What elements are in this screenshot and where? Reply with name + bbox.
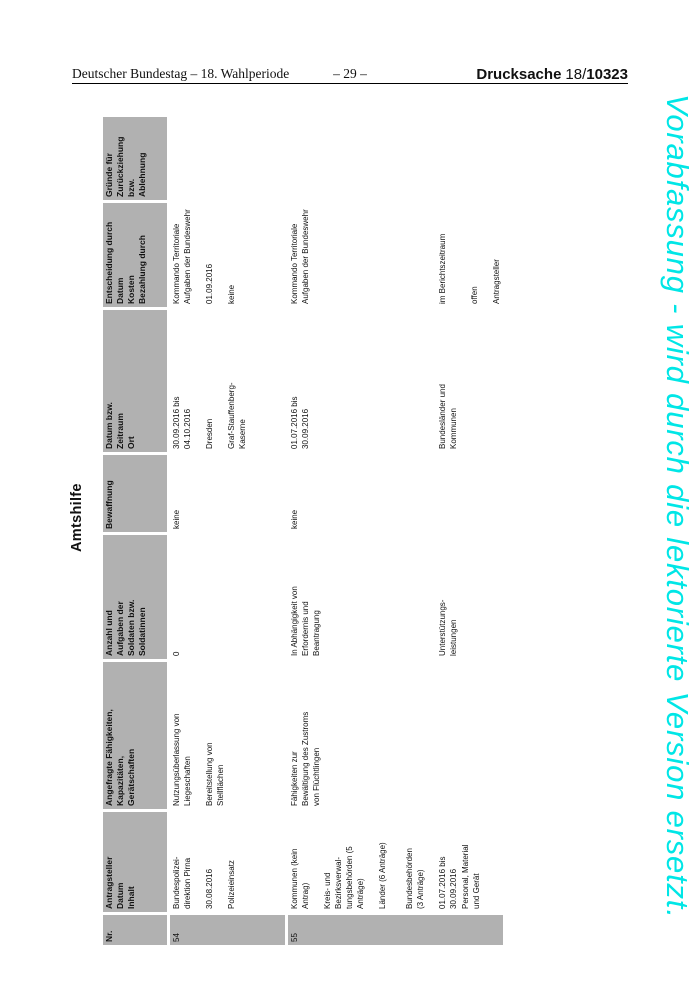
table-text: Bereitstellung von Stellflächen	[205, 742, 225, 806]
cell-54-zeitraum: 30.09.2016 bis 04.10.2016 Dresden Graf-Stau…	[170, 310, 285, 452]
table-text: offen	[470, 286, 479, 304]
table-text: Graf-Stauffenberg- Kaserne	[227, 382, 247, 449]
header-cell-entscheidung: Entscheidung durch Datum Kosten Bezahlung d…	[103, 203, 167, 307]
table-text: keine	[172, 509, 181, 529]
page-number: – 29 –	[333, 66, 367, 81]
table-text: 55	[290, 933, 299, 942]
drucksache-session: 18/	[565, 66, 587, 83]
amtshilfe-table: Nr. Antragsteller Datum Inhalt Angefragte Fä…	[103, 117, 503, 945]
cell-54-antragsteller: Bundespolizei-direktion Pirna 30.08.2016 P…	[170, 812, 285, 912]
cell-54-anzahl: 0	[170, 535, 285, 659]
table-title: Amtshilfe	[69, 483, 85, 552]
cell-55-faehigkeiten: Fähigkeiten zur Bewältigung des Zustroms v…	[288, 662, 503, 809]
table-text: keine	[227, 284, 236, 304]
table-text: 30.09.2016 bis 04.10.2016	[172, 396, 192, 450]
header-cell-nr: Nr.	[103, 915, 167, 945]
cell-55-bewaffnung: keine	[288, 455, 503, 532]
table-text: Bundesländer und Kommunen	[438, 384, 458, 449]
cell-55-nr: 55	[288, 915, 503, 945]
table-text: Gründe für Zurückziehung bzw. Ablehnung	[104, 136, 147, 197]
header-cell-zeitraum: Datum bzw. Zeitraum Ort	[103, 310, 167, 452]
cell-54-faehigkeiten: Nutzungsüberlassung von Liegeschaften Bere…	[170, 662, 285, 809]
table-text: Anzahl und Aufgaben der Soldaten bzw. Solda…	[104, 599, 147, 656]
table-text: 01.07.2016 bis 30.09.2016	[290, 396, 310, 450]
drucksache-number: 10323	[586, 66, 628, 83]
header-cell-bewaffnung: Bewaffnung	[103, 455, 167, 532]
cell-55-anzahl: In Abhängigkeit von Erfordernis und Beantr…	[288, 535, 503, 659]
table-text: 01.07.2016 bis 30.09.2016	[438, 856, 458, 910]
table-text: Antragsteller	[492, 259, 501, 304]
header-cell-anzahl: Anzahl und Aufgaben der Soldaten bzw. Solda…	[103, 535, 167, 659]
header-rule	[72, 83, 628, 84]
table-text: Nr.	[104, 930, 114, 942]
table-text: Datum bzw. Zeitraum Ort	[104, 402, 136, 449]
table-text: Kommando Territoriale Aufgaben der Bundes…	[172, 209, 192, 304]
header-left-text: Deutscher Bundestag – 18. Wahlperiode	[72, 66, 290, 81]
table-text: Länder (6 Anträge)	[378, 842, 387, 909]
table-text: Bundespolizei-direktion Pirna	[172, 856, 192, 909]
table-text: Bewaffnung	[104, 480, 114, 529]
table-text: Fähigkeiten zur Bewältigung des Zustroms v…	[290, 711, 321, 806]
table-text: Kommando Territoriale Aufgaben der Bundes…	[290, 209, 310, 304]
amtshilfe-block: Amtshilfe Nr. Antragsteller Datum Inhalt Ang…	[69, 117, 503, 945]
table-text: Dresden	[205, 418, 214, 449]
table-text: Personal, Material und Gerät	[461, 844, 481, 909]
cell-54-gruende	[170, 117, 285, 200]
header-cell-gruende: Gründe für Zurückziehung bzw. Ablehnung	[103, 117, 167, 200]
table-text: 01.09.2016	[205, 263, 214, 304]
table-text: im Berichtszeitraum	[438, 233, 447, 304]
cell-55-zeitraum: 01.07.2016 bis 30.09.2016 Bundesländer und…	[288, 310, 503, 452]
table-text: Entscheidung durch Datum Kosten Bezahlung d…	[104, 221, 147, 304]
table-text: Antragsteller Datum Inhalt	[104, 856, 136, 909]
table-text: Bundesbehörden (3 Anträge)	[405, 848, 425, 909]
table-text: 54	[172, 933, 181, 942]
cell-55-gruende	[288, 117, 503, 200]
cell-54-nr: 54	[170, 915, 285, 945]
table-text: 30.08.2016	[205, 868, 214, 909]
table-text: keine	[290, 509, 299, 529]
table-text: In Abhängigkeit von Erfordernis und Beantr…	[290, 586, 321, 656]
cell-55-entscheidung: Kommando Territoriale Aufgaben der Bundes…	[288, 203, 503, 307]
table-text: Angefragte Fähigkeiten, Kapazitäten, Gerät…	[104, 709, 136, 806]
table-text: Kommunen (kein Antrag)	[290, 848, 310, 909]
table-text: Nutzungsüberlassung von Liegeschaften	[172, 713, 192, 806]
table-text: Polizeieinsatz	[227, 860, 236, 909]
header-cell-antragsteller: Antragsteller Datum Inhalt	[103, 812, 167, 912]
header-cell-faehigkeiten: Angefragte Fähigkeiten, Kapazitäten, Gerät…	[103, 662, 167, 809]
cell-54-bewaffnung: keine	[170, 455, 285, 532]
cell-55-antragsteller: Kommunen (kein Antrag) Kreis- und Bezirksve…	[288, 812, 503, 912]
watermark-text: Vorabfassung - wird durch die lektoriert…	[660, 94, 695, 919]
cell-54-entscheidung: Kommando Territoriale Aufgaben der Bundes…	[170, 203, 285, 307]
table-text: 0	[172, 651, 181, 656]
page-header: Deutscher Bundestag – 18. Wahlperiode – …	[72, 64, 628, 83]
table-text: Unterstützungs-leistungen	[438, 599, 458, 656]
table-text: Kreis- und Bezirksverwal-tungsbehörden (5…	[323, 846, 365, 909]
drucksache-label: Drucksache 18/10323	[476, 66, 628, 83]
drucksache-word: Drucksache	[476, 66, 562, 83]
